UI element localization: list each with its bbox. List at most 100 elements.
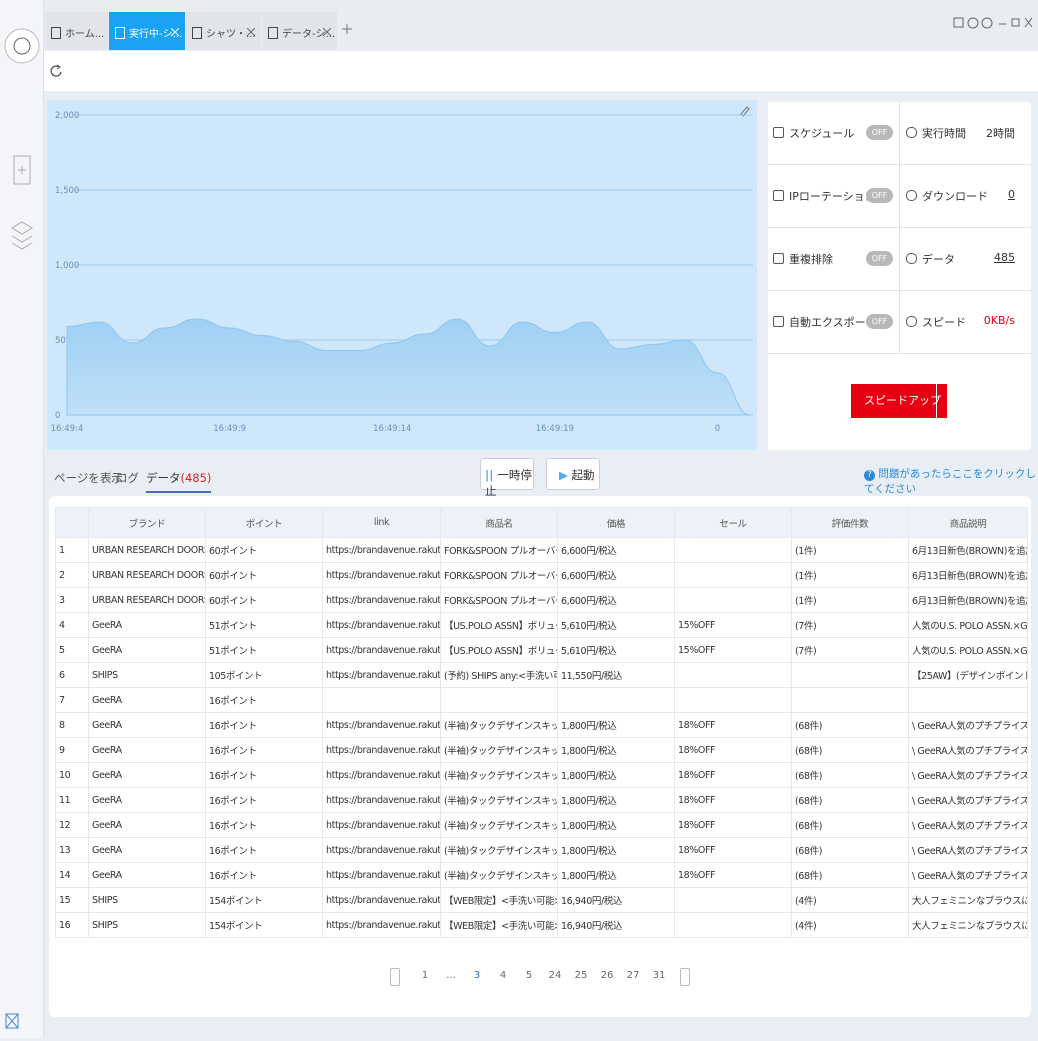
stat-icon — [906, 253, 917, 264]
table-row[interactable]: 6SHIPS105ポイントhttps://brandavenue.rakuten… — [55, 662, 1028, 688]
table-row[interactable]: 1 URBAN RESEARCH DOORS 60ポイント https://brand… — [55, 537, 1028, 563]
table-row[interactable]: 5GeeRA51ポイントhttps://brandavenue.rakuten.… — [55, 637, 1028, 663]
speed-up-button[interactable]: スピードアップ — [851, 384, 947, 418]
next-page[interactable] — [680, 968, 690, 986]
dropdown-divider — [936, 384, 937, 418]
stat-value: 0KB/s — [983, 314, 1015, 327]
table-cell: \ GeeRA人気のプチプライスシリー... — [908, 787, 1028, 813]
table-cell: GeeRA — [88, 737, 206, 763]
table-cell: 60ポイント — [205, 587, 323, 613]
page-number[interactable]: 25 — [574, 970, 588, 981]
table-cell: https://brandavenue.rakuten.co.jp/ite... — [322, 912, 441, 938]
pause-label: 一時停止 — [485, 468, 532, 498]
table-row[interactable]: 11GeeRA16ポイントhttps://brandavenue.rakuten… — [55, 787, 1028, 813]
tab-close[interactable] — [247, 28, 255, 36]
page-number[interactable]: 3 — [473, 970, 481, 981]
header-cell: ポイント — [205, 507, 323, 538]
table-row[interactable]: 12GeeRA16ポイントhttps://brandavenue.rakuten… — [55, 812, 1028, 838]
table-cell: https://brandavenue.rakuten.co.jp/ite... — [322, 537, 441, 563]
table-cell: 16ポイント — [205, 787, 323, 813]
tab[interactable]: シャツ・... — [186, 12, 261, 50]
table-cell: (68件) — [791, 787, 909, 813]
prev-page[interactable] — [390, 968, 400, 986]
tab[interactable]: データ-シ... — [262, 12, 337, 50]
table-cell: \ GeeRA人気のプチプライスシリー... — [908, 762, 1028, 788]
toggle[interactable]: OFF — [866, 314, 893, 329]
table-cell: GeeRA — [88, 787, 206, 813]
stat-cell: IPローテーション OFF — [768, 165, 899, 228]
page-number[interactable]: ... — [446, 970, 456, 981]
stat-label: 自動エクスポート — [789, 316, 877, 329]
table-row[interactable]: 14GeeRA16ポイントhttps://brandavenue.rakuten… — [55, 862, 1028, 888]
table-cell: https://brandavenue.rakuten.co.jp/ite... — [322, 712, 441, 738]
table-cell: https://brandavenue.rakuten.co.jp/ite... — [322, 587, 441, 613]
table-row[interactable]: 10GeeRA16ポイントhttps://brandavenue.rakuten… — [55, 762, 1028, 788]
toggle[interactable]: OFF — [866, 125, 893, 140]
table-cell: https://brandavenue.rakuten.co.jp/ite... — [322, 762, 441, 788]
table-cell: 13 — [55, 837, 89, 863]
table-cell — [908, 687, 1028, 713]
tab-close[interactable] — [171, 28, 179, 36]
header-cell: セール — [674, 507, 792, 538]
table-cell: 60ポイント — [205, 562, 323, 588]
table-row[interactable]: 2 URBAN RESEARCH DOORS 60ポイント https://brand… — [55, 562, 1028, 588]
start-label: 起動 — [571, 468, 595, 482]
table-cell: (半袖)タックデザインスキッパーブ... — [440, 862, 558, 888]
y-tick-label: 1,000 — [55, 261, 79, 271]
table-cell: 12 — [55, 812, 89, 838]
page-number[interactable]: 5 — [525, 970, 533, 981]
stat-value[interactable]: 0 — [1008, 188, 1015, 201]
table-cell: 18%OFF — [674, 837, 792, 863]
help-link[interactable]: ? 問題があったらここをクリックしてください — [864, 468, 1036, 495]
header-cell — [55, 507, 89, 538]
stat-value[interactable]: 485 — [994, 251, 1015, 264]
table-cell: 【25AW】(デザインポイント) 穏... — [908, 662, 1028, 688]
x-tick-label: 16:49:14 — [373, 424, 411, 434]
start-button[interactable]: ▶ 起動 — [546, 458, 600, 490]
table-cell: 14 — [55, 862, 89, 888]
page-number[interactable]: 26 — [600, 970, 614, 981]
page-number[interactable]: 31 — [652, 970, 666, 981]
stat-cell: 実行時間 2時間 — [899, 102, 1031, 165]
tab[interactable]: 実行中-シ... — [109, 12, 185, 50]
table-cell: 154ポイント — [205, 912, 323, 938]
table-row[interactable]: 9GeeRA16ポイントhttps://brandavenue.rakuten.… — [55, 737, 1028, 763]
tab[interactable]: ホーム... — [45, 12, 108, 50]
table-row[interactable]: 16SHIPS154ポイントhttps://brandavenue.rakute… — [55, 912, 1028, 938]
page-number[interactable]: 27 — [626, 970, 640, 981]
stat-cell: スピード 0KB/s — [899, 291, 1031, 354]
table-cell: (1件) — [791, 587, 909, 613]
table-cell: 1,800円/税込 — [557, 787, 675, 813]
header-cell: 評価件数 — [791, 507, 909, 538]
new-tab-button[interactable] — [342, 24, 352, 34]
table-cell: 11 — [55, 787, 89, 813]
table-cell: (半袖)タックデザインスキッパーブ... — [440, 762, 558, 788]
refresh-button[interactable] — [49, 63, 63, 79]
table-row[interactable]: 15SHIPS154ポイントhttps://brandavenue.rakute… — [55, 887, 1028, 913]
page-number[interactable]: 4 — [499, 970, 507, 981]
table-cell: 【US.POLO ASSN】ボリューム袖シ... — [440, 637, 558, 663]
tab-close[interactable] — [323, 28, 331, 36]
toggle[interactable]: OFF — [866, 251, 893, 266]
table-cell: GeeRA — [88, 687, 206, 713]
view-tab-page[interactable]: ページを表示 — [54, 471, 123, 485]
table-cell: URBAN RESEARCH DOORS — [88, 562, 206, 588]
table-cell — [440, 687, 558, 713]
view-tab-log[interactable]: ログ — [116, 471, 139, 485]
page-number[interactable]: 1 — [421, 970, 429, 981]
window-controls[interactable] — [950, 14, 1035, 34]
table-row[interactable]: 13GeeRA16ポイントhttps://brandavenue.rakuten… — [55, 837, 1028, 863]
table-row[interactable]: 8GeeRA16ポイントhttps://brandavenue.rakuten.… — [55, 712, 1028, 738]
toggle[interactable]: OFF — [866, 188, 893, 203]
view-tab-data[interactable]: データ(485) — [146, 470, 212, 493]
table-row[interactable]: 7 GeeRA 16ポイント — [55, 687, 1028, 713]
table-row[interactable]: 4GeeRA51ポイントhttps://brandavenue.rakuten.… — [55, 612, 1028, 638]
table-cell: (68件) — [791, 837, 909, 863]
table-cell: 15%OFF — [674, 637, 792, 663]
table-row[interactable]: 3 URBAN RESEARCH DOORS 60ポイント https://brand… — [55, 587, 1028, 613]
table-cell: 6 — [55, 662, 89, 688]
table-cell — [674, 662, 792, 688]
pause-button[interactable]: || 一時停止 — [480, 458, 534, 498]
table-cell: GeeRA — [88, 762, 206, 788]
page-number[interactable]: 24 — [548, 970, 562, 981]
